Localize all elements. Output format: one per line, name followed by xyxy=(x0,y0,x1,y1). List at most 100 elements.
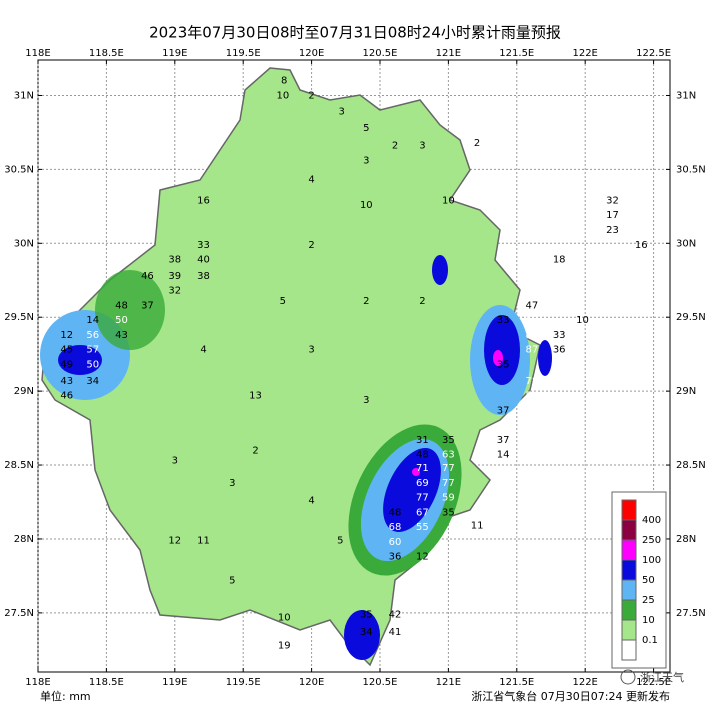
station-value: 55 xyxy=(416,522,429,533)
station-value: 33 xyxy=(497,315,510,326)
station-value: 78 xyxy=(525,376,538,387)
lat-tick-label: 31N xyxy=(14,90,34,101)
station-value: 71 xyxy=(416,463,429,474)
rain-area xyxy=(383,447,441,533)
lon-tick-label: 118.5E xyxy=(89,677,124,688)
legend-swatch xyxy=(621,519,637,541)
lon-tick-label: 119.5E xyxy=(226,677,261,688)
legend-swatch xyxy=(621,639,637,661)
lat-tick-label: 28.5N xyxy=(676,460,706,471)
station-value: 42 xyxy=(389,609,402,620)
lon-tick-label: 118E xyxy=(25,48,50,59)
lat-tick-label: 30N xyxy=(14,238,34,249)
station-value: 37 xyxy=(497,435,510,446)
station-value: 34 xyxy=(360,627,373,638)
station-value: 2 xyxy=(308,240,314,251)
lat-tick-label: 31N xyxy=(676,90,696,101)
station-value: 34 xyxy=(86,376,99,387)
legend-label: 400 xyxy=(642,515,661,526)
station-value: 4 xyxy=(308,175,314,186)
station-value: 23 xyxy=(606,225,619,236)
station-value: 48 xyxy=(115,300,128,311)
station-value: 40 xyxy=(197,255,210,266)
station-value: 77 xyxy=(442,463,455,474)
lat-tick-label: 28N xyxy=(676,534,696,545)
watermark-icon xyxy=(620,669,636,685)
legend-swatch xyxy=(621,539,637,561)
lon-tick-label: 120.5E xyxy=(363,677,398,688)
station-value: 36 xyxy=(389,552,402,563)
station-value: 3 xyxy=(339,107,345,118)
legend-label: 250 xyxy=(642,535,661,546)
lat-tick-label: 30N xyxy=(676,238,696,249)
rain-areas xyxy=(40,255,552,660)
station-value: 12 xyxy=(416,552,429,563)
station-value: 49 xyxy=(60,360,73,371)
legend-swatch xyxy=(621,499,637,521)
lat-tick-label: 29N xyxy=(676,386,696,397)
station-value: 33 xyxy=(553,330,566,341)
station-value: 48 xyxy=(416,450,429,461)
station-value: 83 xyxy=(525,330,538,341)
lat-tick-label: 27.5N xyxy=(4,608,34,619)
station-value: 47 xyxy=(525,300,538,311)
station-value: 3 xyxy=(308,345,314,356)
station-value: 77 xyxy=(442,478,455,489)
legend-label: 50 xyxy=(642,575,655,586)
station-value: 19 xyxy=(278,640,291,651)
station-value: 43 xyxy=(60,376,73,387)
station-value: 3 xyxy=(419,141,425,152)
station-value: 33 xyxy=(197,240,210,251)
station-value: 87 xyxy=(525,345,538,356)
station-value: 3 xyxy=(363,156,369,167)
lon-tick-label: 121.5E xyxy=(499,48,534,59)
station-value: 13 xyxy=(249,391,262,402)
station-value: 10 xyxy=(276,90,289,101)
rain-area xyxy=(484,315,520,385)
station-value: 2 xyxy=(419,296,425,307)
legend-swatch xyxy=(621,599,637,621)
station-value: 37 xyxy=(141,300,154,311)
station-value: 56 xyxy=(86,330,99,341)
rain-area xyxy=(493,350,503,366)
legend-swatch xyxy=(621,579,637,601)
station-value: 16 xyxy=(635,240,648,251)
rain-area xyxy=(538,340,552,376)
station-value: 2 xyxy=(474,138,480,149)
station-value: 50 xyxy=(115,315,128,326)
lon-tick-label: 122.5E xyxy=(636,48,671,59)
lat-tick-label: 28N xyxy=(14,534,34,545)
station-value: 4 xyxy=(200,345,206,356)
lon-tick-label: 118.5E xyxy=(89,48,124,59)
station-value: 77 xyxy=(416,493,429,504)
station-value: 59 xyxy=(442,493,455,504)
station-value: 5 xyxy=(280,296,286,307)
station-value: 69 xyxy=(416,478,429,489)
station-value: 60 xyxy=(389,537,402,548)
station-value: 10 xyxy=(576,315,589,326)
lon-tick-label: 120E xyxy=(299,677,324,688)
lon-tick-label: 120.5E xyxy=(363,48,398,59)
station-value: 16 xyxy=(197,195,210,206)
unit-label: 单位: mm xyxy=(40,689,91,703)
lat-tick-label: 30.5N xyxy=(4,164,34,175)
station-value: 8 xyxy=(281,76,287,87)
lat-tick-label: 29N xyxy=(14,386,34,397)
station-value: 11 xyxy=(197,535,210,546)
station-value: 67 xyxy=(416,507,429,518)
station-value: 46 xyxy=(60,391,73,402)
station-value: 41 xyxy=(389,627,402,638)
rain-area xyxy=(344,610,380,660)
station-value: 10 xyxy=(442,195,455,206)
lon-tick-label: 121.5E xyxy=(499,677,534,688)
station-value: 35 xyxy=(442,507,455,518)
legend-label: 25 xyxy=(642,595,655,606)
lon-tick-label: 118E xyxy=(25,677,50,688)
station-value: 63 xyxy=(442,450,455,461)
station-value: 31 xyxy=(416,435,429,446)
station-value: 50 xyxy=(86,360,99,371)
legend-label: 10 xyxy=(642,615,655,626)
lon-tick-label: 122E xyxy=(572,677,597,688)
